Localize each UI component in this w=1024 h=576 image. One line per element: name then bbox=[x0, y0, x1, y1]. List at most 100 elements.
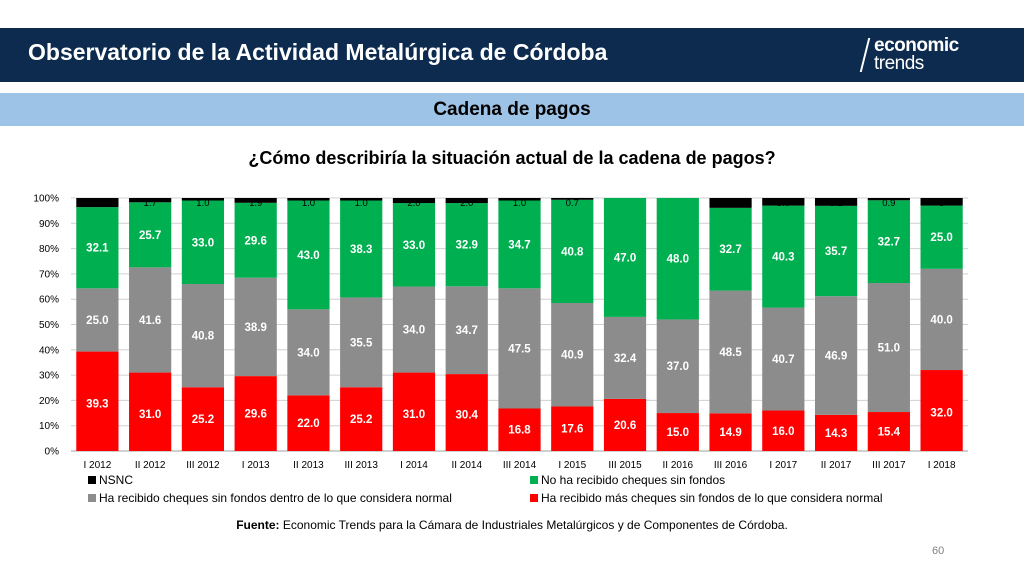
x-tick-label: II 2016 bbox=[662, 460, 693, 471]
source-label: Fuente: bbox=[236, 518, 280, 532]
y-tick-label: 20% bbox=[39, 396, 59, 407]
bar-segment-mas-cheques bbox=[656, 413, 699, 451]
x-tick-label: III 2017 bbox=[872, 460, 906, 471]
x-tick-label: III 2016 bbox=[714, 460, 748, 471]
bar-segment-no-recibido bbox=[551, 199, 594, 303]
bar-segment-no-recibido bbox=[709, 207, 752, 291]
data-label-nsnc: 1.0 bbox=[355, 198, 368, 209]
bar-segment-dentro-normal bbox=[709, 290, 752, 414]
bar-segment-mas-cheques bbox=[340, 387, 383, 451]
data-label-dentro-normal: 38.9 bbox=[244, 322, 266, 334]
y-tick-label: 80% bbox=[39, 244, 59, 255]
x-tick-label: III 2012 bbox=[186, 460, 220, 471]
data-label-dentro-normal: 34.0 bbox=[403, 325, 425, 337]
data-label-dentro-normal: 32.4 bbox=[614, 353, 637, 365]
legend-swatch bbox=[88, 494, 96, 502]
source-note: Fuente: Economic Trends para la Cámara d… bbox=[0, 518, 1024, 532]
data-label-dentro-normal: 40.8 bbox=[192, 331, 215, 343]
x-tick-label: I 2015 bbox=[558, 460, 586, 471]
bar-segment-dentro-normal bbox=[498, 288, 541, 409]
section-band: Cadena de pagos bbox=[0, 93, 1024, 126]
bar-segment-mas-cheques bbox=[234, 376, 277, 451]
data-label-mas-cheques: 39.3 bbox=[86, 398, 108, 410]
bar-segment-mas-cheques bbox=[709, 413, 752, 451]
data-label-dentro-normal: 40.7 bbox=[772, 354, 794, 366]
data-label-dentro-normal: 25.0 bbox=[86, 315, 108, 327]
bar-segment-no-recibido bbox=[340, 200, 383, 298]
data-label-nsnc: 2.0 bbox=[407, 198, 420, 209]
stacked-bar-chart: 0% 10% 20% 30% 40% 50% 60% 70% 80% 90% 100% 39.3 25… bbox=[33, 194, 968, 505]
data-label-nsnc: 3.9 bbox=[724, 198, 737, 209]
bar-segment-mas-cheques bbox=[498, 408, 541, 451]
bar-segment-mas-cheques bbox=[129, 372, 172, 451]
data-label-nsnc: 1.0 bbox=[196, 198, 209, 209]
bar-segment-no-recibido bbox=[234, 202, 277, 278]
data-label-nsnc: 3.6 bbox=[91, 198, 104, 209]
data-label-mas-cheques: 25.2 bbox=[350, 414, 372, 426]
data-label-mas-cheques: 15.4 bbox=[878, 427, 901, 439]
bar-segment-mas-cheques bbox=[392, 372, 436, 451]
bar-segment-dentro-normal bbox=[551, 302, 594, 407]
data-label-nsnc: 0.7 bbox=[566, 198, 579, 209]
y-tick-label: 70% bbox=[39, 269, 59, 280]
chart-title: ¿Cómo describiría la situación actual de… bbox=[248, 148, 776, 168]
y-tick-label: 40% bbox=[39, 345, 59, 356]
bar-segment-dentro-normal bbox=[129, 267, 172, 373]
bar-segment-dentro-normal bbox=[287, 309, 330, 396]
data-label-dentro-normal: 37.0 bbox=[667, 361, 689, 373]
x-tick-label: I 2012 bbox=[83, 460, 111, 471]
y-tick-label: 30% bbox=[39, 371, 59, 382]
data-label-nsnc: 3.0 bbox=[777, 198, 790, 209]
bar-segment-nsnc bbox=[762, 198, 805, 206]
bar-segment-nsnc bbox=[181, 198, 225, 201]
data-label-no-recibido: 43.0 bbox=[297, 250, 319, 262]
bar-segment-nsnc bbox=[498, 198, 541, 201]
data-label-no-recibido: 33.0 bbox=[403, 240, 425, 252]
x-tick-label: I 2014 bbox=[400, 460, 428, 471]
bar-segment-nsnc bbox=[814, 198, 858, 206]
bar-segment-mas-cheques bbox=[287, 395, 330, 451]
bar-segment-nsnc bbox=[551, 198, 594, 200]
data-label-no-recibido: 25.0 bbox=[930, 232, 952, 244]
data-label-nsnc: 2.0 bbox=[460, 198, 473, 209]
data-label-no-recibido: 32.7 bbox=[719, 244, 741, 256]
logo-text-line2: trends bbox=[874, 53, 924, 74]
data-label-nsnc: 0.9 bbox=[882, 198, 895, 209]
bar-segment-mas-cheques bbox=[181, 387, 225, 451]
bar-segment-dentro-normal bbox=[76, 288, 119, 352]
y-axis-tick-labels: 0% 10% 20% 30% 40% 50% 60% 70% 80% 90% 100% bbox=[33, 194, 59, 458]
header-bar: Observatorio de la Actividad Metalúrgica… bbox=[0, 28, 1024, 82]
bar-segment-dentro-normal bbox=[656, 319, 699, 414]
legend-swatch bbox=[530, 494, 538, 502]
y-tick-label: 0% bbox=[45, 447, 60, 458]
data-label-mas-cheques: 15.0 bbox=[667, 427, 689, 439]
x-tick-label: I 2018 bbox=[928, 460, 956, 471]
data-label-no-recibido: 33.0 bbox=[192, 237, 214, 249]
bar-segment-nsnc bbox=[129, 198, 172, 203]
data-label-mas-cheques: 22.0 bbox=[297, 418, 319, 430]
bar-segment-nsnc bbox=[340, 198, 383, 201]
data-label-dentro-normal: 34.0 bbox=[297, 347, 319, 359]
bar-segment-no-recibido bbox=[867, 200, 910, 284]
data-label-nsnc: 1.7 bbox=[144, 198, 157, 209]
bar-segment-dentro-normal bbox=[181, 284, 225, 388]
bars bbox=[76, 198, 963, 451]
bar-segment-no-recibido bbox=[129, 202, 172, 268]
data-label-dentro-normal: 47.5 bbox=[508, 343, 531, 355]
economic-trends-logo: economic trends bbox=[859, 34, 1012, 78]
data-label-mas-cheques: 20.6 bbox=[614, 420, 636, 432]
data-label-mas-cheques: 16.0 bbox=[772, 426, 794, 438]
data-label-dentro-normal: 51.0 bbox=[878, 343, 900, 355]
bar-segment-no-recibido bbox=[287, 200, 330, 310]
bar-segment-no-recibido bbox=[445, 203, 488, 287]
data-label-dentro-normal: 40.0 bbox=[930, 314, 952, 326]
bar-segment-dentro-normal bbox=[920, 268, 963, 371]
logo-text-line1: economic bbox=[874, 35, 959, 56]
x-tick-label: III 2015 bbox=[608, 460, 642, 471]
bar-segment-mas-cheques bbox=[762, 410, 805, 451]
data-label-mas-cheques: 14.9 bbox=[719, 427, 741, 439]
bar-segment-dentro-normal bbox=[445, 286, 488, 375]
bar-segment-nsnc bbox=[234, 198, 277, 203]
bar-segment-no-recibido bbox=[392, 203, 436, 287]
x-tick-label: II 2014 bbox=[451, 460, 482, 471]
